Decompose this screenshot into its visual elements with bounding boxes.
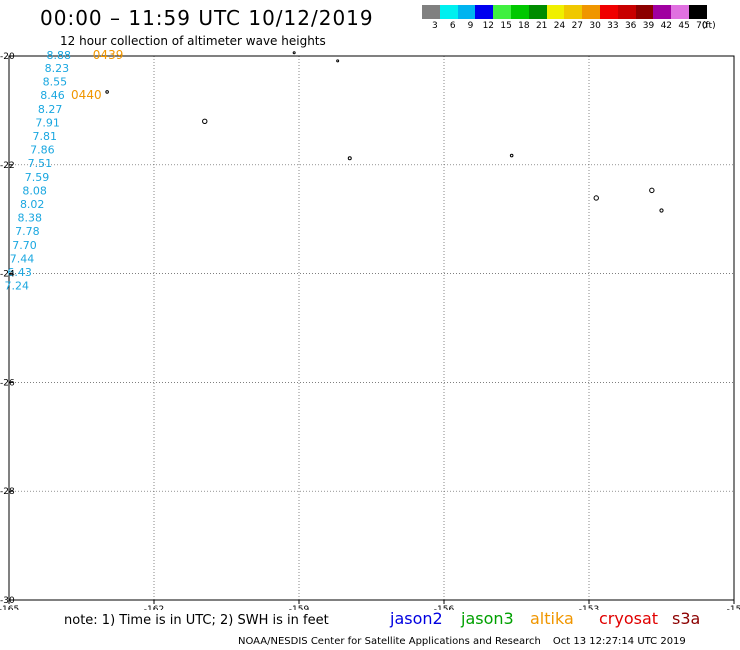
- x-tick-label: -153: [579, 605, 599, 610]
- legend-swatch: [493, 5, 511, 19]
- legend-swatch: [439, 5, 458, 19]
- island-outline: [105, 90, 109, 94]
- island-outline: [509, 153, 514, 158]
- legend-label: 36: [624, 21, 637, 31]
- x-tick-label: -162: [144, 605, 164, 610]
- wave-height-value: 8.02: [20, 198, 45, 211]
- legend-swatch: [457, 5, 476, 19]
- satellite-label-jason2: jason2: [390, 609, 443, 628]
- y-tick-label: -26: [0, 378, 15, 388]
- x-tick-label: -156: [434, 605, 455, 610]
- legend-label: 15: [500, 21, 512, 31]
- island-outline: [347, 156, 352, 161]
- y-tick-label: -22: [0, 161, 15, 171]
- y-tick-label: -30: [0, 596, 15, 606]
- wave-height-value: 8.23: [45, 62, 70, 75]
- x-tick-label: -15: [727, 605, 740, 610]
- wave-height-value: 8.38: [18, 212, 43, 225]
- generated-timestamp: Oct 13 12:27:14 UTC 2019: [552, 636, 686, 647]
- x-tick-label: -159: [289, 605, 310, 610]
- legend-label: 33: [607, 21, 619, 31]
- wave-height-value: 7.51: [28, 157, 53, 170]
- legend-swatch: [671, 5, 689, 19]
- legend-label: 39: [642, 21, 655, 31]
- y-tick-label: -28: [0, 487, 15, 497]
- island-outline: [649, 187, 655, 194]
- island-outline: [659, 208, 664, 213]
- legend-label: 42: [660, 21, 673, 31]
- legend-label: 45: [678, 21, 690, 31]
- wave-height-value: 7.59: [25, 171, 50, 184]
- wave-height-value: 7.81: [33, 130, 58, 143]
- legend-swatch: [617, 5, 636, 19]
- altimeter-track: 8.888.238.558.468.277.917.817.867.517.59…: [4, 48, 123, 293]
- wave-height-value: 8.55: [43, 76, 68, 89]
- island-outline: [202, 118, 208, 124]
- wave-height-value: 8.88: [47, 49, 72, 62]
- y-tick-label: -24: [0, 270, 15, 280]
- wave-height-value: 7.91: [35, 116, 60, 129]
- island-outline: [593, 195, 599, 201]
- legend-label: 21: [535, 21, 548, 31]
- wave-height-value: 7.24: [4, 280, 29, 293]
- legend-labels: 3 6 9 12 15 18 21 24 27 30 33 36 39 42 45 70 (ft): [422, 19, 716, 33]
- wave-height-value: 7.44: [10, 252, 35, 265]
- legend-swatch: [422, 5, 440, 19]
- legend-label: 18: [518, 21, 530, 31]
- legend-label: 12: [482, 21, 495, 31]
- legend-unit: (ft): [702, 21, 716, 31]
- satellite-label-jason3: jason3: [461, 609, 514, 628]
- legend-swatch: [635, 5, 654, 19]
- map-frame: [8, 55, 735, 601]
- wave-height-map: 8.888.238.558.468.277.917.817.867.517.59…: [0, 48, 740, 610]
- island-outline: [336, 59, 340, 63]
- legend-label: 9: [467, 21, 474, 31]
- y-tick-label: -20: [0, 52, 15, 62]
- legend-swatch: [528, 5, 547, 19]
- track-time-label: 0439: [93, 48, 124, 62]
- wave-height-value: 8.46: [40, 89, 65, 102]
- color-legend: 3 6 9 12 15 18 21 24 27 30 33 36 39 42 45 70 (ft): [422, 5, 716, 33]
- legend-swatch: [599, 5, 618, 19]
- legend-label: 70: [696, 21, 708, 31]
- legend-swatch: [653, 5, 672, 19]
- legend-swatches: [422, 5, 707, 19]
- legend-swatch: [546, 5, 565, 19]
- wave-height-value: 6.43: [7, 266, 32, 279]
- track-time-label: 0440: [71, 88, 102, 102]
- legend-swatch: [510, 5, 529, 19]
- legend-swatch: [564, 5, 583, 19]
- satellite-label-cryosat: cryosat: [599, 609, 659, 628]
- credit-text: NOAA/NESDIS Center for Satellite Applica…: [238, 636, 541, 647]
- legend-label: 24: [553, 21, 566, 31]
- map-axes: -165 -162 -159 -156 -153 -15 -20 -22 -24 -26 -28 -3…: [0, 52, 740, 610]
- satellite-label-altika: altika: [530, 609, 574, 628]
- legend-label: 6: [449, 21, 456, 31]
- wave-height-value: 8.08: [22, 184, 47, 197]
- legend-label: 3: [432, 21, 438, 31]
- x-tick-label: -165: [0, 605, 19, 610]
- map-subtitle: 12 hour collection of altimeter wave hei…: [60, 34, 326, 48]
- legend-label: 30: [589, 21, 601, 31]
- wave-height-value: 7.78: [15, 225, 40, 238]
- legend-swatch: [688, 5, 707, 19]
- legend-label: 27: [571, 21, 584, 31]
- map-title: 00:00 – 11:59 UTC 10/12/2019: [40, 6, 374, 30]
- wave-height-value: 8.27: [38, 103, 63, 116]
- footer-note: note: 1) Time is in UTC; 2) SWH is in fe…: [64, 613, 329, 628]
- satellite-label-s3a: s3a: [672, 609, 701, 628]
- island-layer: [105, 51, 664, 213]
- wave-height-value: 7.70: [12, 239, 37, 252]
- wave-height-value: 7.86: [30, 144, 55, 157]
- island-outline: [292, 51, 296, 55]
- legend-swatch: [475, 5, 494, 19]
- map-grid: [8, 55, 735, 601]
- credit-line: NOAA/NESDIS Center for Satellite Applica…: [238, 636, 686, 647]
- legend-swatch: [582, 5, 600, 19]
